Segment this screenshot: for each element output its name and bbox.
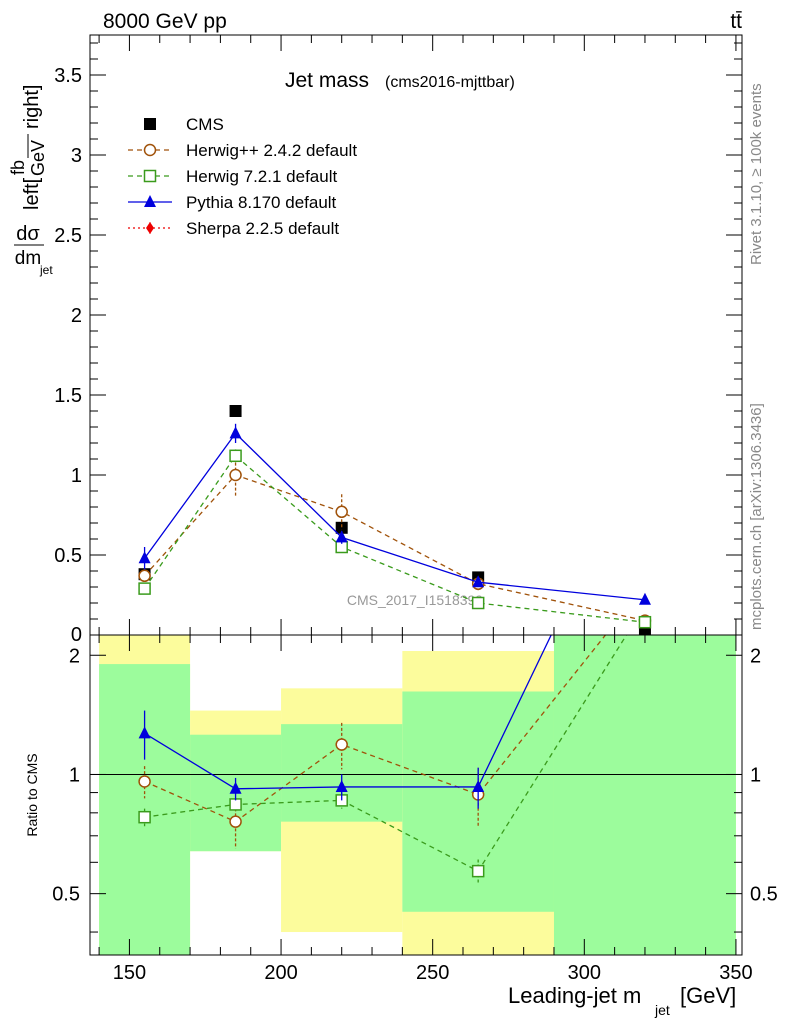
main-ytick-label: 1 [71, 465, 82, 487]
ratio-plot-panel: 150 200 250 300 350 0.5 0.5 1 1 2 2 Ratio to CMS [24, 634, 778, 984]
main-plot-ytick-labels: 0.5 1 1.5 2 2.5 3 3.5 0 [54, 65, 82, 646]
rivet-version-label: Rivet 3.1.10, ≥ 100k events [748, 83, 765, 265]
plot-title: Jet mass [285, 69, 369, 92]
ratio-xtick-label: 250 [416, 962, 449, 984]
ratio-point-herwig7 [138, 810, 151, 824]
ylabel-jet-subscript: jet [39, 263, 53, 277]
series-line-herwigpp [144, 474, 646, 622]
uncertainty-bands [99, 635, 736, 955]
main-ytick-label: 2.5 [54, 225, 82, 247]
main-plot-area [90, 35, 742, 635]
legend-marker-herwigpp [143, 143, 157, 157]
ratio-series [138, 635, 628, 884]
ratio-ytick-label-left: 0.5 [52, 884, 80, 906]
main-y-axis-label: dσ dm jet left[ fb GeV right] [8, 85, 53, 277]
ratio-point-herwigpp [229, 815, 242, 828]
energy-label: 8000 GeV pp [103, 10, 227, 33]
ylabel-units: left[ [21, 177, 43, 210]
main-ytick-label: 2 [71, 305, 82, 327]
data-point-herwig7 [638, 615, 652, 629]
uncertainty-band-green [553, 635, 736, 955]
ylabel-right: right] [21, 85, 43, 129]
ratio-point-herwig7 [229, 798, 242, 811]
main-ytick-label: 3.5 [54, 65, 82, 87]
ratio-point-pythia [335, 779, 348, 792]
ratio-ytick-label-right: 2 [750, 645, 761, 667]
xlabel-subscript: jet [654, 1002, 670, 1018]
main-ytick-label: 3 [71, 145, 82, 167]
data-point-herwigpp [138, 569, 151, 583]
ylabel-dm: dm [15, 248, 41, 269]
main-plot-panel: 0.5 1 1.5 2 2.5 3 3.5 0 CMS_2017_I1518399 Jet m… [8, 34, 743, 646]
x-axis-label: Leading-jet m jet [GeV] [508, 983, 736, 1018]
legend: CMS Herwig++ 2.4.2 default Herwig 7.2.1 de… [128, 115, 357, 238]
ratio-line-herwigpp [144, 635, 607, 823]
ratio-point-herwigpp [335, 738, 348, 751]
main-ytick-label: 1.5 [54, 385, 82, 407]
legend-marker-pythia [144, 195, 156, 207]
plot-subtitle: (cms2016-mjttbar) [385, 74, 515, 91]
ratio-point-herwigpp [138, 775, 151, 788]
ratio-ytick-label-left: 2 [69, 645, 80, 667]
ratio-xtick-label: 300 [568, 962, 601, 984]
data-point-herwig7 [471, 596, 485, 610]
data-point-pythia [335, 530, 348, 543]
ratio-xtick-label: 200 [264, 962, 297, 984]
data-point-herwigpp [229, 468, 242, 482]
legend-marker-data [144, 118, 156, 130]
legend-marker-herwig7 [143, 169, 157, 183]
ratio-point-herwig7 [471, 864, 485, 878]
ratio-point-pythia [472, 779, 485, 792]
data-point-pythia [138, 551, 151, 564]
ratio-plot-frame [89, 634, 743, 956]
legend-label-herwigpp: Herwig++ 2.4.2 default [186, 141, 357, 160]
ratio-ytick-label-right: 1 [750, 764, 761, 786]
legend-label-herwig7: Herwig 7.2.1 default [186, 167, 337, 186]
ratio-xtick-label: 150 [113, 962, 146, 984]
ratio-ytick-label-left: 1 [69, 764, 80, 786]
ratio-point-pythia [229, 781, 242, 794]
data-point-pythia [638, 592, 651, 605]
data-point-herwig7 [138, 582, 151, 595]
legend-marker-sherpa [146, 222, 154, 234]
ylabel-gev: GeV [28, 140, 48, 176]
ratio-y-axis-label: Ratio to CMS [24, 753, 40, 836]
ratio-point-pythia [138, 726, 151, 739]
data-point-data [229, 405, 242, 417]
legend-label-sherpa: Sherpa 2.2.5 default [186, 219, 339, 238]
main-plot-series [138, 405, 652, 637]
ylabel-dsigma: dσ [16, 223, 40, 245]
ratio-xtick-label: 350 [719, 962, 752, 984]
xlabel-main: Leading-jet m [508, 983, 641, 1008]
data-point-pythia [472, 575, 485, 588]
process-label: tt̄ [730, 10, 742, 33]
mcplots-label: mcplots.cern.ch [arXiv:1306.3436] [748, 403, 765, 630]
data-point-herwig7 [229, 449, 242, 463]
data-point-herwigpp [335, 505, 348, 519]
ratio-ytick-label-right: 0.5 [750, 884, 778, 906]
main-ytick-label: 0.5 [54, 545, 82, 567]
legend-label-data: CMS [186, 115, 224, 134]
ratio-plot-ticks [90, 635, 742, 955]
data-point-data [335, 521, 348, 534]
main-plot-ticks [90, 35, 742, 636]
ylabel-fb: fb [8, 160, 28, 175]
data-point-pythia [229, 426, 242, 439]
legend-label-pythia: Pythia 8.170 default [186, 193, 337, 212]
ratio-plot-tick-labels: 150 200 250 300 350 0.5 0.5 1 1 2 2 [52, 645, 778, 984]
xlabel-units: [GeV] [680, 983, 736, 1008]
analysis-watermark: CMS_2017_I1518399 [347, 592, 483, 608]
main-ytick-label-zero: 0 [71, 624, 82, 646]
